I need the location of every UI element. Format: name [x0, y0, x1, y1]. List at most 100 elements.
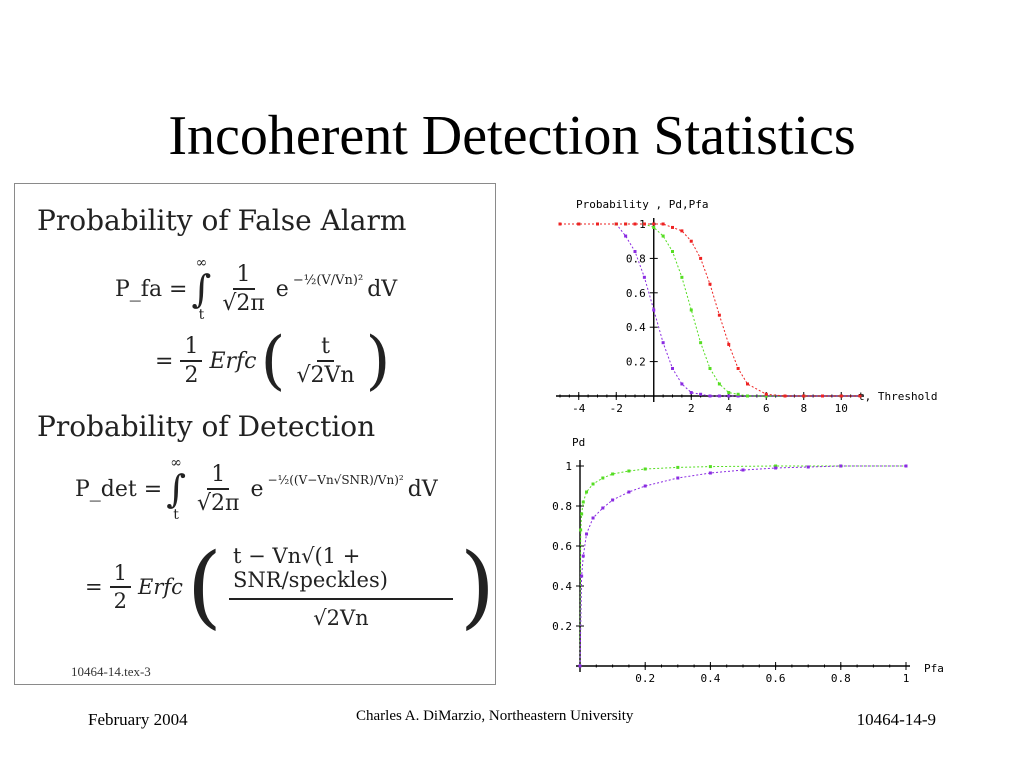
eq-pfa-frac-den: √2π [222, 291, 265, 316]
data-point [671, 225, 674, 229]
eq-pfa2-fn: Erfc [209, 348, 257, 374]
data-point [627, 469, 631, 473]
data-point [614, 222, 618, 226]
equation-panel: Probability of False Alarm P_fa = ∞ ∫ t … [14, 183, 496, 685]
x-axis-label: t, Threshold [858, 390, 937, 403]
data-point [736, 392, 740, 396]
integral-sign: ∫ [166, 467, 186, 511]
eq-pfa-frac-num: 1 [232, 262, 255, 290]
data-point [661, 341, 665, 345]
eq-pdet2-lead: = [85, 574, 103, 599]
data-point [633, 250, 637, 254]
series-line [560, 223, 860, 397]
data-point [708, 465, 712, 469]
x-tick-label: 0.6 [766, 672, 786, 685]
data-point [821, 394, 824, 398]
data-point [671, 366, 674, 370]
series-line [579, 465, 906, 667]
eq-pfa-integral: P_fa = ∞ ∫ t 1 √2π e −½(V/Vn)² dV [115, 256, 397, 322]
eq-pdet2-frac-num: 1 [109, 561, 131, 588]
data-point [591, 516, 595, 520]
data-point [783, 394, 787, 398]
data-point [676, 465, 680, 469]
data-point [708, 366, 712, 370]
data-point [699, 392, 703, 396]
data-point [736, 366, 740, 370]
data-point [579, 528, 583, 532]
eq-pfa2-arg-num: t [317, 334, 334, 362]
data-point [717, 382, 721, 386]
eq-pfa2-arg-den: √2Vn [296, 363, 355, 388]
data-point [652, 225, 656, 229]
x-tick-label: 8 [800, 402, 807, 415]
data-point [680, 229, 684, 233]
eq-pfa2-frac-num: 1 [180, 334, 203, 362]
eq-pfa-upper-limit: ∞ [195, 255, 208, 271]
data-point [643, 467, 647, 471]
eq-pdet-exp-base: e [250, 476, 264, 502]
data-point [858, 394, 862, 398]
data-point [689, 391, 693, 395]
data-point [633, 222, 637, 226]
x-tick-label: 10 [835, 402, 848, 415]
x-tick-label: -4 [572, 402, 586, 415]
data-point [708, 394, 712, 398]
data-point [774, 466, 778, 470]
data-point [689, 308, 693, 312]
data-point [746, 394, 749, 398]
data-point [642, 275, 646, 279]
y-tick-label: 0.8 [552, 500, 572, 513]
y-tick-label: 0.2 [552, 620, 572, 633]
data-point [585, 490, 589, 494]
data-point [764, 394, 768, 398]
y-tick-label: 0.8 [626, 252, 646, 265]
data-point [736, 394, 740, 398]
series-line [560, 223, 860, 397]
data-point [642, 222, 646, 226]
eq-pdet-dv: dV [407, 476, 438, 502]
y-axis-label: Pd [572, 436, 585, 449]
slide-title: Incoherent Detection Statistics [168, 105, 856, 167]
data-point [727, 394, 731, 398]
data-point [601, 476, 605, 480]
data-point [708, 471, 712, 475]
data-point [676, 476, 680, 480]
data-point [627, 490, 631, 494]
y-tick-label: 1 [639, 218, 646, 231]
eq-pdet2-arg-den: √2Vn [313, 605, 369, 630]
x-tick-label: -2 [610, 402, 623, 415]
eq-pdet-lower-limit: t [173, 507, 179, 523]
data-point [596, 222, 599, 226]
x-tick-label: 2 [688, 402, 695, 415]
eq-pdet-frac-den: √2π [197, 491, 240, 516]
data-point [746, 382, 749, 386]
eq-pfa-lower-limit: t [198, 307, 205, 323]
data-point [652, 308, 656, 312]
data-point [611, 472, 615, 476]
series-line [579, 465, 906, 667]
x-axis-label: Pfa [924, 662, 944, 675]
paren-right: ) [365, 324, 391, 398]
eq-pfa-lhs: P_fa = [115, 276, 188, 302]
data-point [581, 554, 585, 558]
series-line [560, 223, 860, 397]
data-point [699, 341, 703, 345]
paren-right: ) [459, 534, 495, 639]
eq-pdet-integral: P_det = ∞ ∫ t 1 √2π e −½((V−Vn√SNR)/Vn)² d… [75, 456, 438, 522]
eq-pfa-exp-base: e [275, 276, 289, 302]
data-point [802, 394, 806, 398]
data-point [717, 394, 721, 398]
data-point [727, 391, 731, 395]
data-point [624, 234, 628, 238]
data-point [904, 464, 908, 468]
heading-detection: Probability of Detection [37, 410, 376, 443]
data-point [680, 275, 684, 279]
x-tick-label: 0.4 [700, 672, 720, 685]
data-point [680, 382, 684, 386]
eq-pfa-exponent: −½(V/Vn)² [292, 272, 364, 288]
data-point [601, 506, 605, 510]
y-tick-label: 0.4 [626, 321, 646, 334]
